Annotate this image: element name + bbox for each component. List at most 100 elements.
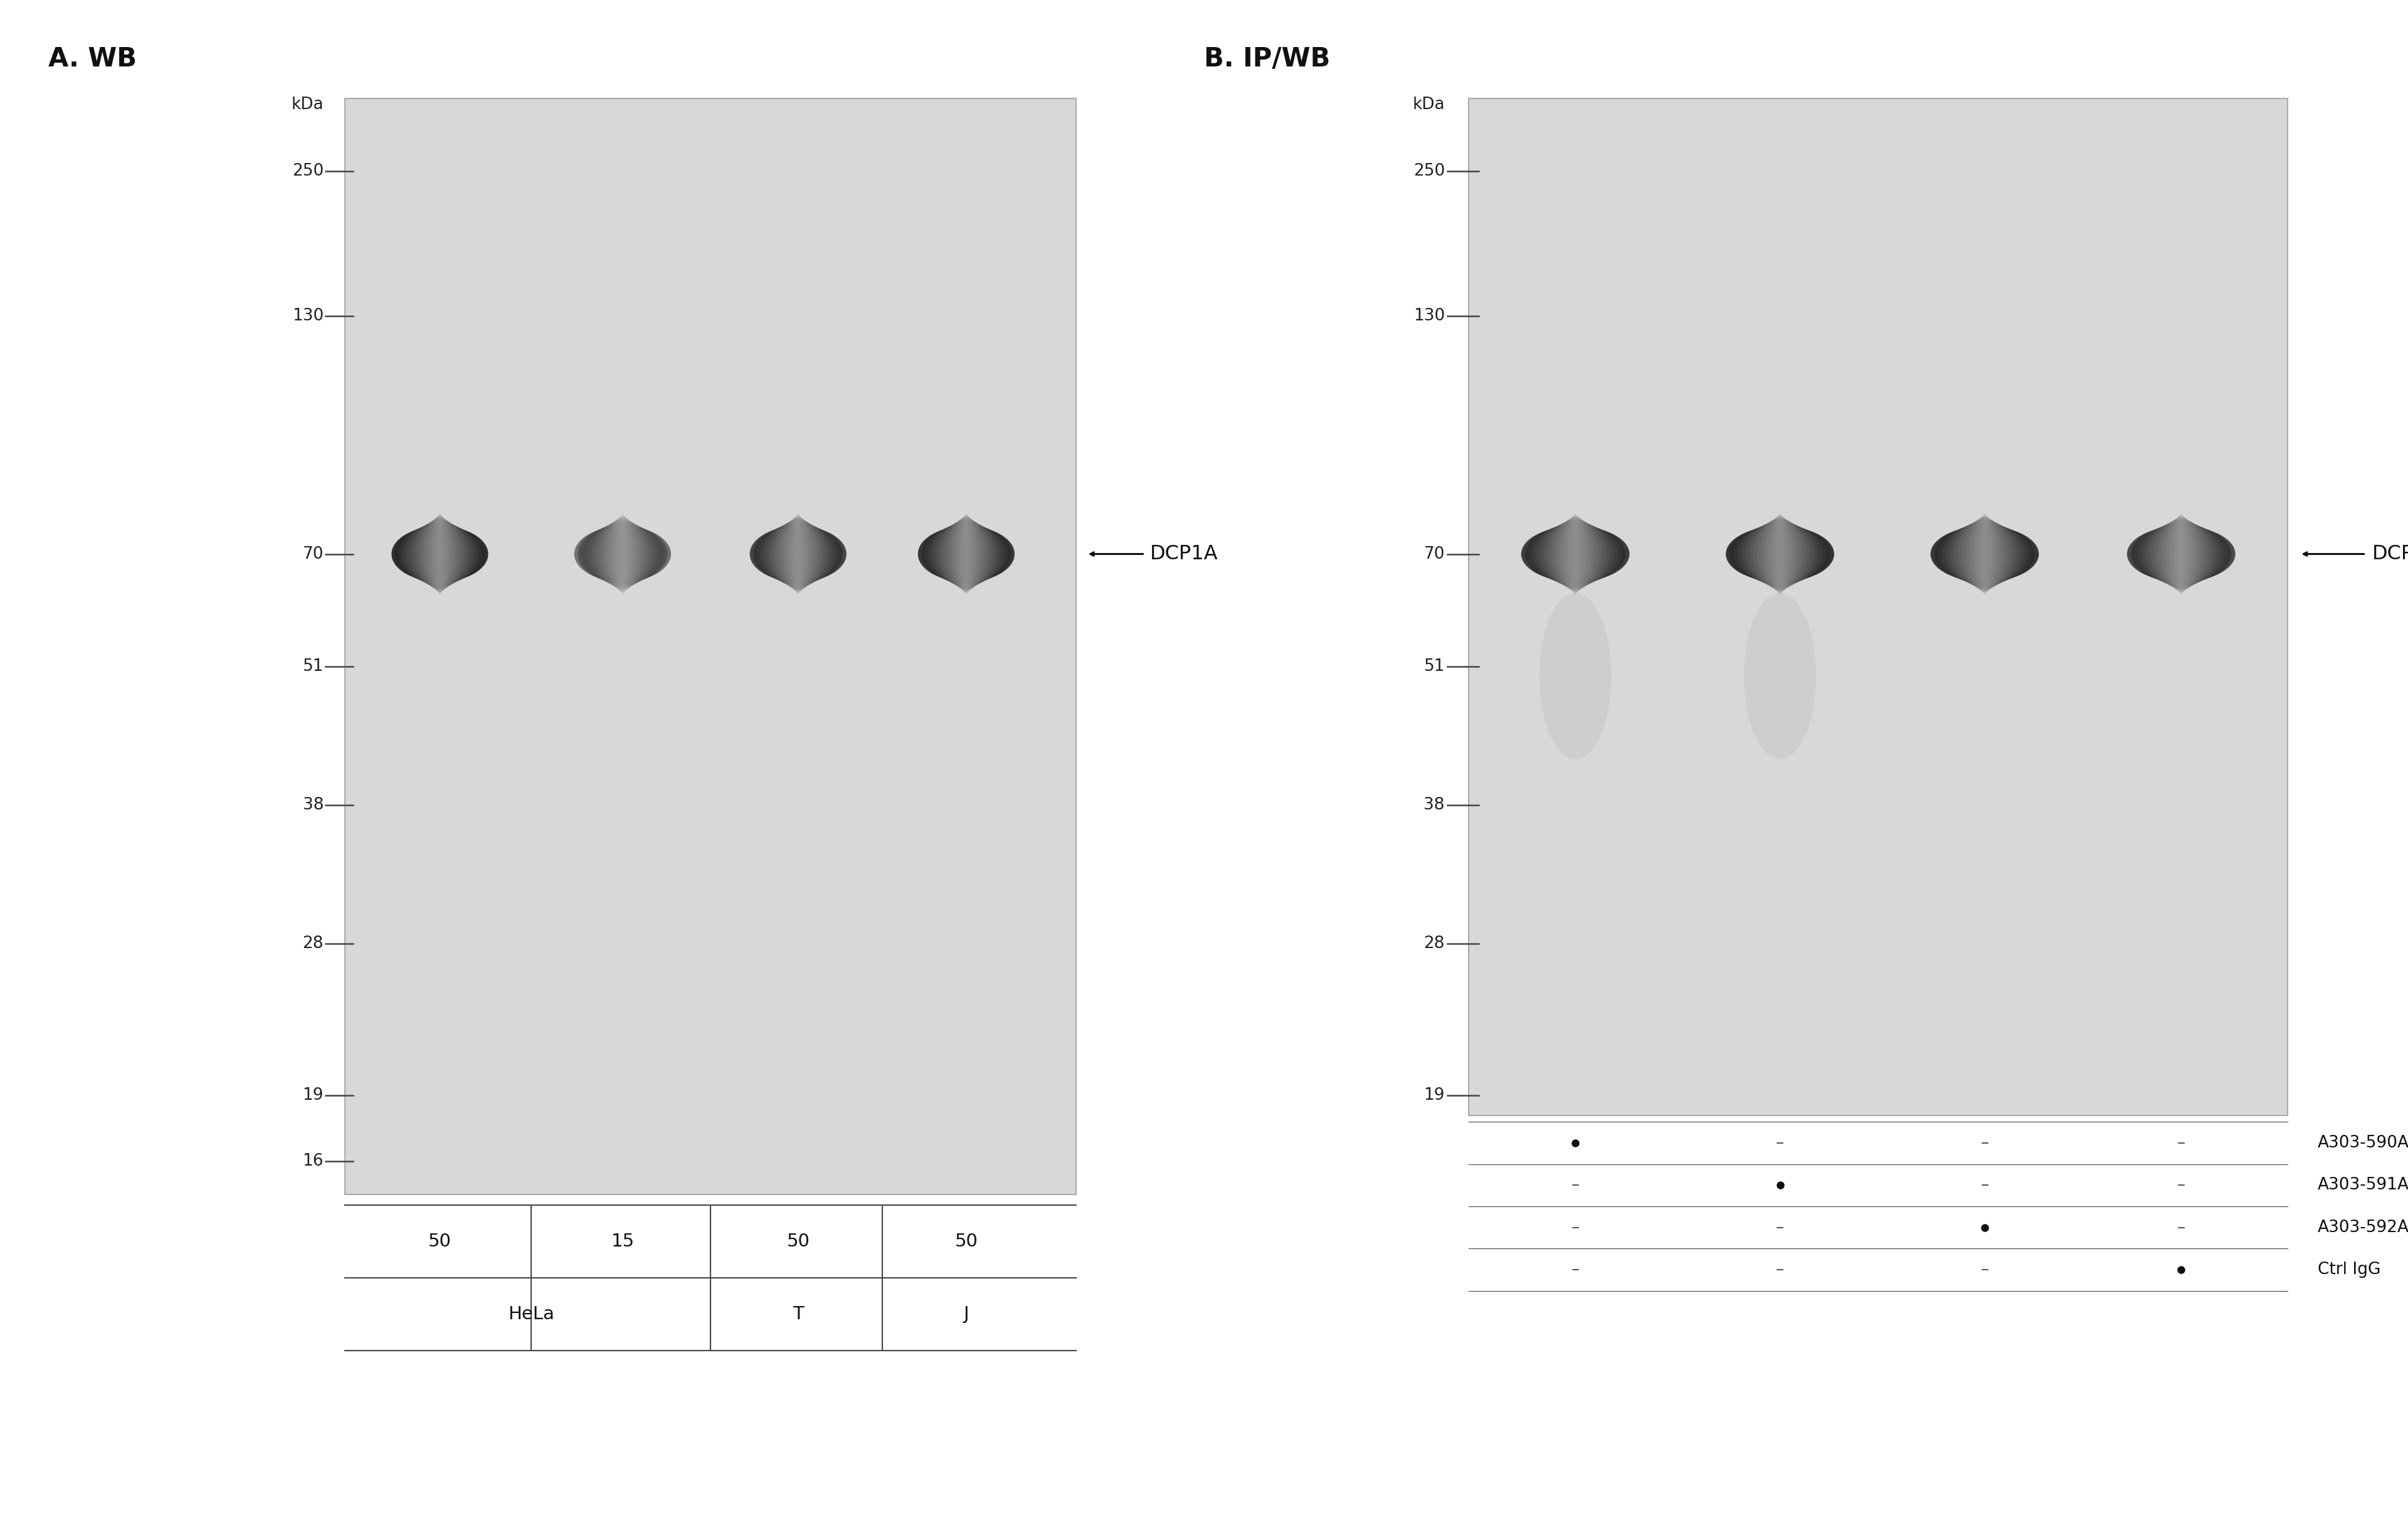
Ellipse shape xyxy=(1534,524,1618,584)
Ellipse shape xyxy=(419,518,460,589)
Ellipse shape xyxy=(2155,519,2208,589)
Ellipse shape xyxy=(1946,522,2023,586)
Ellipse shape xyxy=(397,524,482,584)
Ellipse shape xyxy=(1772,515,1787,594)
Ellipse shape xyxy=(1767,516,1792,592)
Ellipse shape xyxy=(1765,516,1796,592)
Text: kDa: kDa xyxy=(1413,97,1445,114)
Ellipse shape xyxy=(946,518,987,589)
Ellipse shape xyxy=(1777,513,1784,595)
Text: 130: 130 xyxy=(1413,308,1445,325)
Ellipse shape xyxy=(1758,518,1804,589)
Text: 38: 38 xyxy=(1423,797,1445,814)
Ellipse shape xyxy=(1556,518,1594,591)
Ellipse shape xyxy=(578,525,667,583)
Text: 250: 250 xyxy=(291,162,323,179)
Text: –: – xyxy=(2177,1135,2186,1151)
Text: 130: 130 xyxy=(291,308,323,325)
Ellipse shape xyxy=(1760,518,1799,591)
Ellipse shape xyxy=(922,525,1011,583)
Ellipse shape xyxy=(1741,522,1818,586)
Ellipse shape xyxy=(785,516,811,592)
Text: –: – xyxy=(1979,1135,1989,1151)
Ellipse shape xyxy=(1568,515,1582,594)
Ellipse shape xyxy=(1572,513,1580,595)
Ellipse shape xyxy=(1963,518,2008,589)
Text: 70: 70 xyxy=(303,546,323,562)
Text: A303-591A: A303-591A xyxy=(2316,1176,2408,1193)
Text: 16: 16 xyxy=(303,1154,323,1170)
Ellipse shape xyxy=(1965,518,2003,591)
Ellipse shape xyxy=(917,527,1014,581)
Ellipse shape xyxy=(1548,519,1601,589)
Ellipse shape xyxy=(2146,521,2215,586)
Ellipse shape xyxy=(771,521,826,587)
Text: DCP1A: DCP1A xyxy=(1151,545,1218,563)
Ellipse shape xyxy=(958,515,973,594)
Ellipse shape xyxy=(2138,524,2223,584)
Ellipse shape xyxy=(619,513,626,595)
Ellipse shape xyxy=(787,516,809,592)
Ellipse shape xyxy=(773,519,821,589)
Ellipse shape xyxy=(1943,524,2028,584)
Ellipse shape xyxy=(934,521,997,586)
Ellipse shape xyxy=(604,518,641,591)
Ellipse shape xyxy=(932,522,1002,586)
Ellipse shape xyxy=(1734,524,1825,584)
Ellipse shape xyxy=(1958,519,2011,589)
Ellipse shape xyxy=(421,518,458,591)
Ellipse shape xyxy=(1536,522,1613,586)
Ellipse shape xyxy=(1938,524,2030,584)
Bar xyxy=(344,99,1076,1195)
Text: –: – xyxy=(1979,1261,1989,1278)
Ellipse shape xyxy=(2136,524,2227,584)
Ellipse shape xyxy=(754,525,843,583)
Ellipse shape xyxy=(393,527,489,581)
Ellipse shape xyxy=(954,516,980,592)
Ellipse shape xyxy=(1953,521,2015,587)
Text: 19: 19 xyxy=(303,1087,323,1104)
Text: A. WB: A. WB xyxy=(48,46,137,71)
Text: –: – xyxy=(1775,1135,1784,1151)
Ellipse shape xyxy=(1934,525,2035,583)
Ellipse shape xyxy=(429,516,450,592)
Ellipse shape xyxy=(1977,515,1991,594)
Ellipse shape xyxy=(592,521,653,586)
Ellipse shape xyxy=(949,518,982,591)
Ellipse shape xyxy=(2150,521,2213,587)
Ellipse shape xyxy=(1748,521,1811,587)
Ellipse shape xyxy=(795,513,802,595)
Ellipse shape xyxy=(1931,527,2040,581)
Ellipse shape xyxy=(756,524,840,584)
Text: J: J xyxy=(963,1305,968,1322)
Ellipse shape xyxy=(780,518,816,591)
Ellipse shape xyxy=(1563,516,1587,592)
Ellipse shape xyxy=(1522,527,1630,581)
Text: –: – xyxy=(1570,1219,1580,1236)
Ellipse shape xyxy=(402,524,477,584)
Text: DCP1A: DCP1A xyxy=(2372,545,2408,563)
Ellipse shape xyxy=(2165,516,2196,592)
Ellipse shape xyxy=(1544,521,1606,587)
Text: 250: 250 xyxy=(1413,162,1445,179)
Text: HeLa: HeLa xyxy=(508,1305,554,1322)
Ellipse shape xyxy=(616,515,628,594)
Ellipse shape xyxy=(2177,513,2184,595)
Ellipse shape xyxy=(609,516,636,592)
Text: –: – xyxy=(2177,1219,2186,1236)
Ellipse shape xyxy=(2126,527,2235,581)
Text: B. IP/WB: B. IP/WB xyxy=(1204,46,1329,71)
Text: –: – xyxy=(1775,1261,1784,1278)
Ellipse shape xyxy=(1529,524,1621,584)
Ellipse shape xyxy=(433,515,448,594)
Ellipse shape xyxy=(956,516,978,592)
Ellipse shape xyxy=(927,524,1004,584)
Ellipse shape xyxy=(600,519,648,589)
Ellipse shape xyxy=(1739,524,1823,584)
Ellipse shape xyxy=(573,527,672,581)
Ellipse shape xyxy=(1541,521,1611,586)
Text: 19: 19 xyxy=(1423,1087,1445,1104)
Text: –: – xyxy=(1570,1261,1580,1278)
Ellipse shape xyxy=(942,519,990,589)
Ellipse shape xyxy=(1972,516,1996,592)
